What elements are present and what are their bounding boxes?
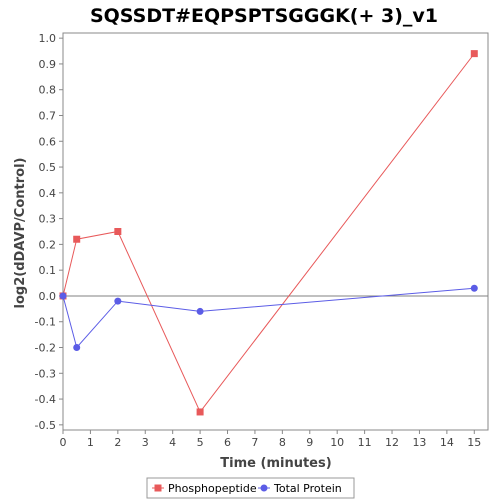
y-tick-label: 0.8 — [39, 84, 57, 97]
y-tick-label: 0.6 — [39, 135, 57, 148]
x-tick-label: 6 — [224, 436, 231, 449]
total-protein-legend-label: Total Protein — [273, 482, 342, 495]
y-tick-label: 0.9 — [39, 58, 57, 71]
y-tick-label: -0.4 — [35, 393, 56, 406]
plot-area — [62, 32, 489, 431]
x-tick-label: 5 — [197, 436, 204, 449]
total-protein-point — [73, 344, 81, 352]
x-tick-label: 1 — [87, 436, 94, 449]
y-tick-label: -0.2 — [35, 342, 56, 355]
total-protein-point — [114, 297, 122, 305]
phosphopeptide-point — [73, 235, 81, 243]
y-tick-label: 0.1 — [39, 264, 57, 277]
total-protein-point — [196, 307, 204, 315]
phosphopeptide-legend-marker — [154, 484, 162, 492]
x-tick-label: 11 — [358, 436, 372, 449]
y-tick-label: 0.2 — [39, 238, 57, 251]
x-tick-label: 12 — [385, 436, 399, 449]
phosphopeptide-legend-label: Phosphopeptide — [168, 482, 257, 495]
x-tick-label: 3 — [142, 436, 149, 449]
x-tick-label: 4 — [169, 436, 176, 449]
y-axis-label: log2(dDAVP/Control) — [13, 158, 28, 309]
x-tick-label: 15 — [467, 436, 481, 449]
phosphopeptide-point — [470, 50, 478, 58]
x-tick-label: 2 — [114, 436, 121, 449]
y-tick-label: 0.0 — [39, 290, 57, 303]
x-axis-ticks: 0 1 2 3 4 5 6 7 8 9 10 11 12 13 14 15 — [60, 430, 481, 449]
y-tick-label: 1.0 — [39, 32, 57, 45]
legend-box — [146, 477, 355, 499]
phosphopeptide-point — [196, 408, 204, 416]
total-protein-legend-marker — [260, 484, 268, 492]
chart-title: SQSSDT#EQPSPTSGGGK(+ 3)_v1 — [90, 5, 438, 27]
total-protein-point — [59, 292, 67, 300]
y-tick-label: 0.5 — [39, 161, 57, 174]
x-tick-label: 0 — [60, 436, 67, 449]
y-tick-label: -0.3 — [35, 367, 56, 380]
y-tick-label: -0.5 — [35, 419, 56, 432]
x-axis-label: Time (minutes) — [220, 456, 331, 471]
x-tick-label: 9 — [306, 436, 313, 449]
x-tick-label: 8 — [279, 436, 286, 449]
y-tick-label: -0.1 — [35, 316, 56, 329]
phosphopeptide-point — [114, 228, 122, 235]
x-tick-label: 14 — [440, 436, 454, 449]
x-tick-label: 13 — [412, 436, 426, 449]
y-tick-label: 0.7 — [39, 109, 57, 122]
y-axis-ticks: -0.5 -0.4 -0.3 -0.2 -0.1 0.0 0.1 0.2 0.3 0.4 0.5 0.… — [35, 32, 63, 432]
series-layer — [59, 50, 478, 416]
y-tick-label: 0.3 — [39, 213, 57, 226]
x-tick-label: 7 — [251, 436, 258, 449]
x-tick-label: 10 — [330, 436, 344, 449]
legend: Phosphopeptide Total Protein — [146, 477, 355, 499]
total-protein-point — [470, 284, 478, 292]
y-tick-label: 0.4 — [39, 187, 57, 200]
